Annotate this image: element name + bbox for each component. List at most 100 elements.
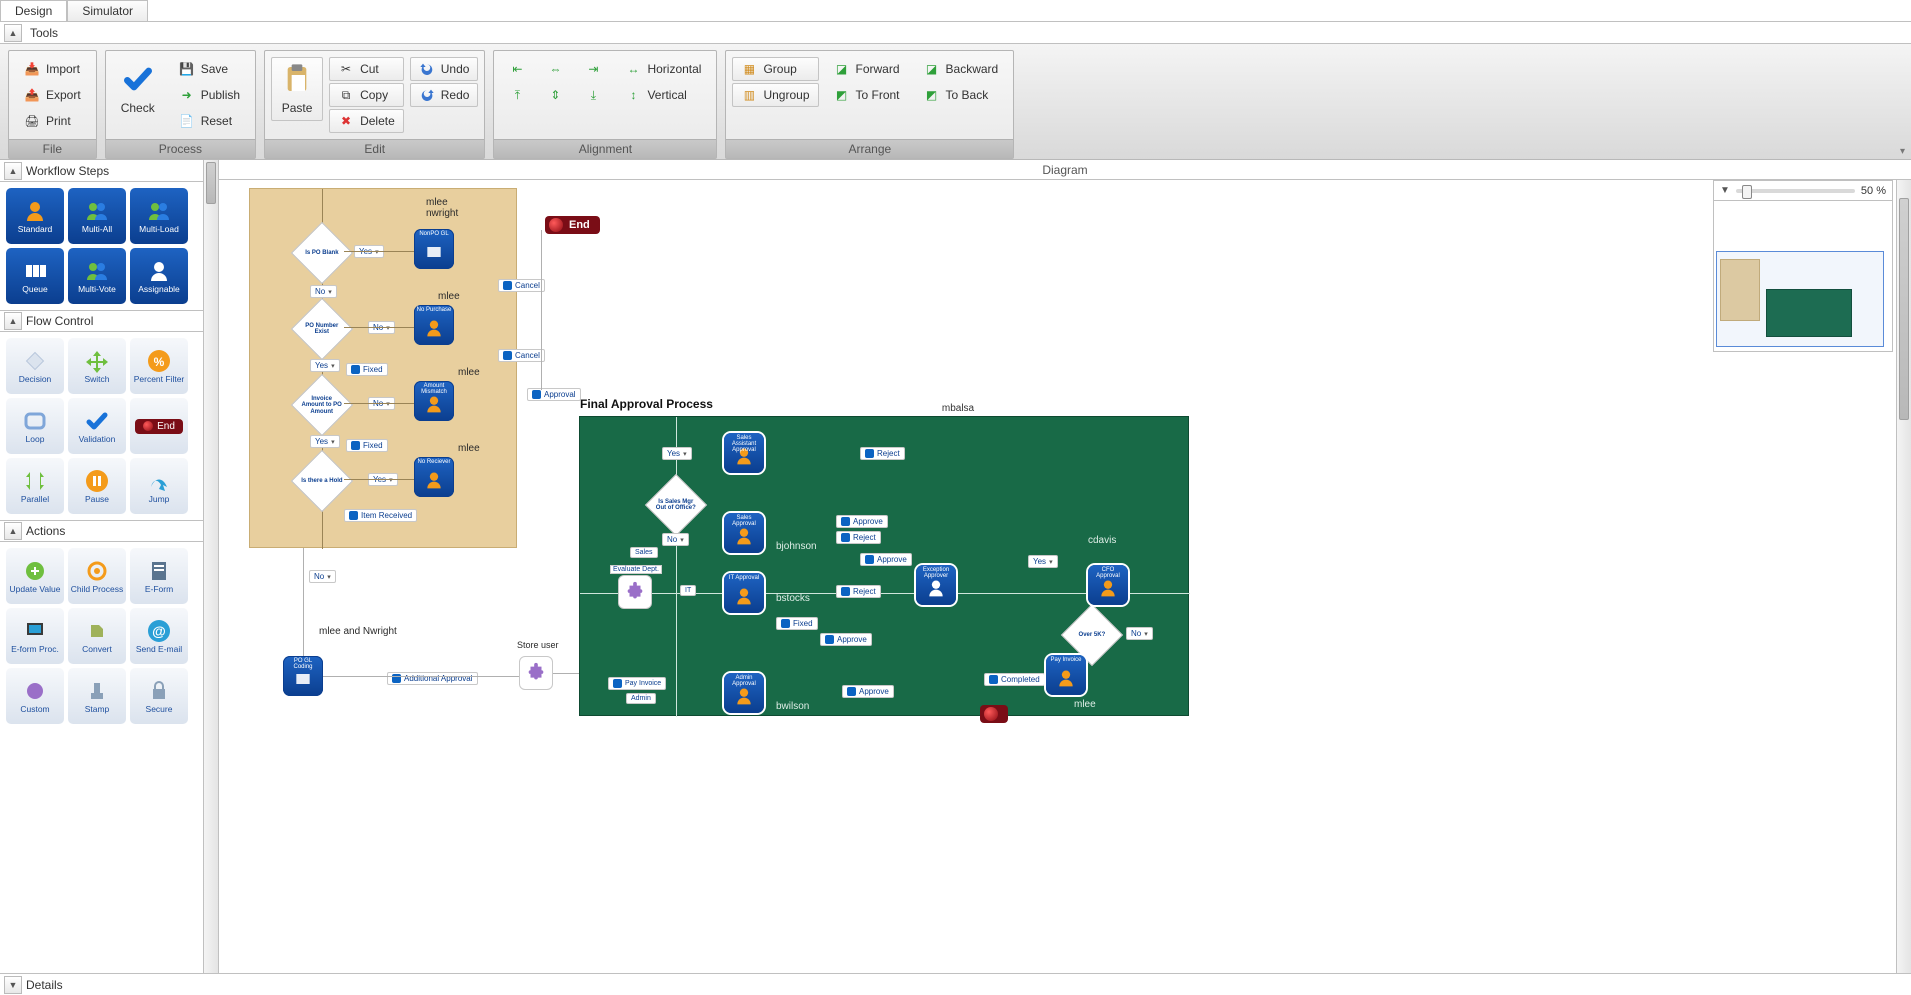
save-button[interactable]: 💾Save	[170, 57, 249, 81]
puzzle-connector[interactable]	[519, 656, 553, 690]
details-bar[interactable]: ▼ Details	[0, 973, 1911, 995]
tag-reject-2[interactable]: Reject	[836, 531, 881, 544]
pal-percent[interactable]: Percent Filter	[130, 338, 188, 394]
pal-loop[interactable]: Loop	[6, 398, 64, 454]
node-no-purchase[interactable]: No Purchase	[414, 305, 454, 345]
node-sales-assist[interactable]: Sales Assistant Approval	[724, 433, 764, 473]
tag-additional-approval[interactable]: Additional Approval	[387, 672, 478, 685]
tag-reject-1[interactable]: Reject	[860, 447, 905, 460]
node-exception[interactable]: Exception Approver	[916, 565, 956, 605]
region-green[interactable]: Final Approval Process mbalsa Is Sales M…	[579, 416, 1189, 716]
tag-reject-3[interactable]: Reject	[836, 585, 881, 598]
redo-button[interactable]: Redo	[410, 83, 479, 107]
delete-button[interactable]: ✖Delete	[329, 109, 404, 133]
node-sales-approval[interactable]: Sales Approval	[724, 513, 764, 553]
tag-yes-3[interactable]: Yes	[310, 435, 340, 448]
publish-button[interactable]: ➜Publish	[170, 83, 249, 107]
pal-eform-proc[interactable]: E-form Proc.	[6, 608, 64, 664]
tag-cancel-2[interactable]: Cancel	[498, 349, 545, 362]
details-collapse-button[interactable]: ▼	[4, 976, 22, 994]
backward-button[interactable]: ◪Backward	[915, 57, 1008, 81]
node-amount-mismatch[interactable]: Amount Mismatch	[414, 381, 454, 421]
decision-hold[interactable]: Is there a Hold	[291, 450, 353, 512]
tag-no-5[interactable]: No	[309, 570, 336, 583]
align-bottom-button[interactable]: ⤓	[576, 83, 610, 107]
tag-yes-2[interactable]: Yes	[310, 359, 340, 372]
tag-approve-4[interactable]: Approve	[842, 685, 894, 698]
tag-approve-3[interactable]: Approve	[820, 633, 872, 646]
tag-approval[interactable]: Approval	[527, 388, 581, 401]
pal-jump[interactable]: Jump	[130, 458, 188, 514]
import-button[interactable]: 📥Import	[15, 57, 90, 81]
panel-workflow-steps-head[interactable]: ▲ Workflow Steps	[0, 160, 203, 182]
decision-amount[interactable]: Invoice Amount to PO Amount	[291, 374, 353, 436]
flowcontrol-collapse-button[interactable]: ▲	[4, 312, 22, 330]
pal-multi-all[interactable]: Multi-All	[68, 188, 126, 244]
node-pay-invoice[interactable]: Pay Invoice	[1046, 655, 1086, 695]
pal-multi-vote[interactable]: Multi-Vote	[68, 248, 126, 304]
tofront-button[interactable]: ◩To Front	[825, 83, 909, 107]
tag-no-g1[interactable]: No	[662, 533, 689, 546]
panel-actions-head[interactable]: ▲ Actions	[0, 520, 203, 542]
tag-fixed-2[interactable]: Fixed	[346, 439, 388, 452]
pal-switch[interactable]: Switch	[68, 338, 126, 394]
overview-body[interactable]	[1714, 201, 1892, 351]
dist-vertical-button[interactable]: ↕Vertical	[616, 83, 710, 107]
tag-fixed-g[interactable]: Fixed	[776, 617, 818, 630]
tag-admin[interactable]: Admin	[626, 693, 656, 704]
viewport-rect[interactable]	[1716, 251, 1884, 347]
reset-button[interactable]: 📄Reset	[170, 109, 249, 133]
pal-convert[interactable]: Convert	[68, 608, 126, 664]
toback-button[interactable]: ◩To Back	[915, 83, 1008, 107]
diagram[interactable]: End mlee nwright Is PO Blank Yes NonPO G…	[219, 180, 1911, 973]
workflow-collapse-button[interactable]: ▲	[4, 162, 22, 180]
ungroup-button[interactable]: ▥Ungroup	[732, 83, 818, 107]
forward-button[interactable]: ◪Forward	[825, 57, 909, 81]
dist-horizontal-button[interactable]: ↔Horizontal	[616, 57, 710, 81]
pal-validation[interactable]: Validation	[68, 398, 126, 454]
decision-sales-mgr[interactable]: Is Sales Mgr Out of Office?	[645, 474, 707, 536]
tab-simulator[interactable]: Simulator	[67, 0, 148, 21]
node-admin-approval[interactable]: Admin Approval	[724, 673, 764, 713]
region-tan[interactable]: mlee nwright Is PO Blank Yes NonPO GL Ca…	[249, 188, 517, 548]
pal-assignable[interactable]: Assignable	[130, 248, 188, 304]
canvas-scrollbar[interactable]	[1896, 180, 1911, 973]
tag-no-1[interactable]: No	[310, 285, 337, 298]
tag-fixed-1[interactable]: Fixed	[346, 363, 388, 376]
decision-po-exist[interactable]: PO Number Exist	[291, 298, 353, 360]
pal-email[interactable]: Send E-mail	[130, 608, 188, 664]
pal-pause[interactable]: Pause	[68, 458, 126, 514]
end-node-top[interactable]: End	[545, 216, 600, 234]
tab-design[interactable]: Design	[0, 0, 67, 21]
pal-stamp[interactable]: Stamp	[68, 668, 126, 724]
pal-custom[interactable]: Custom	[6, 668, 64, 724]
actions-collapse-button[interactable]: ▲	[4, 522, 22, 540]
tag-sales[interactable]: Sales	[630, 547, 658, 558]
tag-cancel-1[interactable]: Cancel	[498, 279, 545, 292]
pal-secure[interactable]: Secure	[130, 668, 188, 724]
ribbon-expand-marker[interactable]: ▾	[1900, 146, 1905, 157]
align-top-button[interactable]: ⤒	[500, 83, 534, 107]
node-no-receiver[interactable]: No Reciever	[414, 457, 454, 497]
tag-approve-1[interactable]: Approve	[836, 515, 888, 528]
decision-po-blank[interactable]: Is PO Blank	[291, 222, 353, 284]
undo-button[interactable]: Undo	[410, 57, 479, 81]
pal-decision[interactable]: Decision	[6, 338, 64, 394]
tools-collapse-button[interactable]: ▲	[4, 24, 22, 42]
pal-eform[interactable]: E-Form	[130, 548, 188, 604]
zoom-slider[interactable]	[1736, 189, 1855, 193]
pal-update-value[interactable]: Update Value	[6, 548, 64, 604]
paste-button[interactable]: Paste	[271, 57, 323, 121]
node-cfo[interactable]: CFO Approval	[1088, 565, 1128, 605]
tag-completed[interactable]: Completed	[984, 673, 1045, 686]
check-button[interactable]: Check	[112, 57, 164, 121]
node-nonpo-gl[interactable]: NonPO GL	[414, 229, 454, 269]
overview-collapse-button[interactable]: ▼	[1720, 185, 1730, 196]
end-node-bottom[interactable]	[980, 705, 1008, 723]
pal-parallel[interactable]: Parallel	[6, 458, 64, 514]
tag-approve-2[interactable]: Approve	[860, 553, 912, 566]
pal-child-process[interactable]: Child Process	[68, 548, 126, 604]
align-center-button[interactable]: ⇔	[538, 57, 572, 81]
print-button[interactable]: 🖨Print	[15, 109, 90, 133]
tag-no-g2[interactable]: No	[1126, 627, 1153, 640]
